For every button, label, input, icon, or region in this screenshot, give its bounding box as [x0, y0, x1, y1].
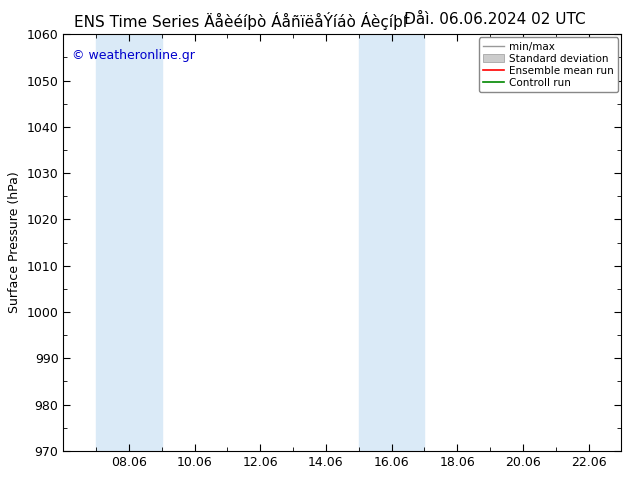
Text: © weatheronline.gr: © weatheronline.gr	[72, 49, 195, 62]
Bar	[359, 34, 424, 451]
Text: Đåì. 06.06.2024 02 UTC: Đåì. 06.06.2024 02 UTC	[404, 12, 585, 27]
Bar	[96, 34, 162, 451]
Y-axis label: Surface Pressure (hPa): Surface Pressure (hPa)	[8, 172, 21, 314]
Text: ENS Time Series Äåèéíþò ÁåñïëåÝíáò Áèçíþí: ENS Time Series Äåèéíþò ÁåñïëåÝíáò Áèçíþ…	[74, 12, 408, 30]
Legend: min/max, Standard deviation, Ensemble mean run, Controll run: min/max, Standard deviation, Ensemble me…	[479, 37, 618, 92]
